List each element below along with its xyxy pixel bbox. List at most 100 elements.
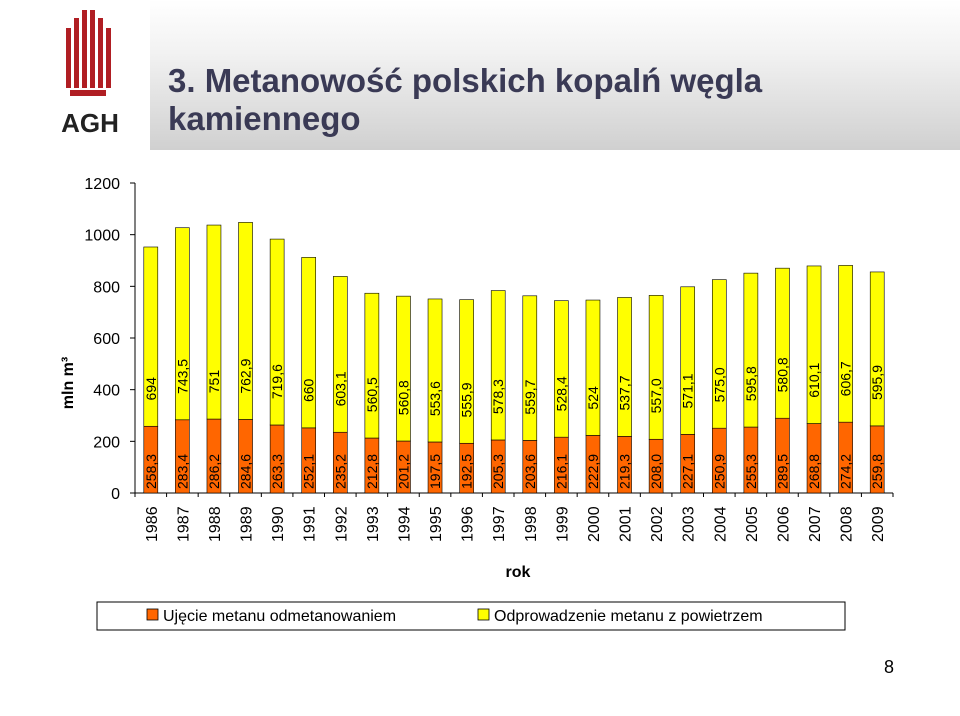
data-label-odmetanowanie: 212,8 bbox=[364, 454, 380, 489]
x-tick-label: 1989 bbox=[239, 506, 256, 542]
bar-segment-powietrze bbox=[806, 265, 822, 424]
bar-segment-powietrze bbox=[238, 222, 253, 420]
data-label-powietrze: 578,3 bbox=[490, 379, 506, 414]
x-tick-label: 1988 bbox=[207, 506, 224, 542]
data-label-odmetanowanie: 205,3 bbox=[490, 454, 506, 489]
data-label-powietrze: 560,5 bbox=[364, 377, 380, 412]
x-tick-label: 2004 bbox=[712, 506, 729, 542]
x-tick-label: 1990 bbox=[270, 506, 287, 542]
data-label-powietrze: 555,9 bbox=[459, 382, 475, 417]
data-label-odmetanowanie: 259,8 bbox=[869, 454, 885, 489]
data-label-powietrze: 743,5 bbox=[174, 359, 190, 394]
data-label-powietrze: 560,8 bbox=[395, 380, 411, 415]
bar-segment-powietrze bbox=[869, 271, 885, 427]
x-tick-label: 2005 bbox=[744, 506, 761, 542]
bar-segment-powietrze bbox=[175, 227, 190, 421]
bar-segment-powietrze bbox=[332, 276, 348, 433]
x-tick-label: 2006 bbox=[775, 506, 792, 542]
data-label-odmetanowanie: 201,2 bbox=[395, 454, 411, 489]
bar-segment-powietrze bbox=[459, 299, 474, 444]
x-tick-label: 1999 bbox=[554, 506, 571, 542]
bar-segment-powietrze bbox=[585, 299, 601, 436]
data-label-powietrze: 553,6 bbox=[427, 381, 443, 416]
x-tick-label: 2002 bbox=[649, 506, 666, 542]
data-label-odmetanowanie: 203,6 bbox=[522, 454, 538, 489]
logo-text: AGH bbox=[61, 108, 119, 138]
header-band bbox=[150, 0, 960, 150]
x-tick-label: 2001 bbox=[618, 506, 635, 542]
data-label-odmetanowanie: 252,1 bbox=[301, 454, 317, 489]
data-label-powietrze: 610,1 bbox=[806, 362, 822, 397]
data-label-odmetanowanie: 268,8 bbox=[806, 454, 822, 489]
x-tick-label: 2003 bbox=[681, 506, 698, 542]
x-tick-label: 1986 bbox=[144, 506, 161, 542]
y-tick-label: 600 bbox=[93, 331, 120, 348]
data-label-odmetanowanie: 255,3 bbox=[743, 454, 759, 489]
agh-logo: AGH bbox=[61, 10, 119, 138]
y-tick-label: 1200 bbox=[84, 176, 120, 193]
bar-segment-powietrze bbox=[269, 238, 285, 426]
stacked-bar-chart: 0 200 400 600 800 1000 1200 mln m³ 258,3 694 1986 2… bbox=[60, 176, 894, 631]
bar-segment-powietrze bbox=[301, 257, 317, 429]
data-label-odmetanowanie: 263,3 bbox=[269, 454, 285, 489]
bar-segment-powietrze bbox=[554, 300, 569, 438]
data-label-odmetanowanie: 192,5 bbox=[459, 454, 475, 489]
data-label-odmetanowanie: 208,0 bbox=[648, 454, 664, 489]
y-tick-label: 200 bbox=[93, 434, 120, 451]
data-label-powietrze: 575,0 bbox=[711, 367, 727, 402]
y-tick-label: 400 bbox=[93, 383, 120, 400]
x-tick-label: 1998 bbox=[523, 506, 540, 542]
legend-label-odmetanowanie: Ujęcie metanu odmetanowaniem bbox=[163, 608, 396, 625]
legend-swatch-powietrze bbox=[477, 608, 490, 621]
x-tick-label: 1996 bbox=[460, 506, 477, 542]
slide-title: 3. Metanowość polskich kopalń węgla kami… bbox=[168, 62, 763, 137]
data-label-odmetanowanie: 235,2 bbox=[332, 454, 348, 489]
data-label-odmetanowanie: 227,1 bbox=[680, 454, 696, 489]
bar-segment-powietrze bbox=[206, 224, 222, 420]
bar-segment-powietrze bbox=[838, 265, 853, 423]
data-label-powietrze: 537,7 bbox=[617, 375, 633, 410]
x-tick-label: 1993 bbox=[365, 506, 382, 542]
bar-segment-powietrze bbox=[143, 246, 159, 427]
data-label-odmetanowanie: 274,2 bbox=[838, 454, 854, 489]
x-tick-label: 1987 bbox=[175, 506, 192, 542]
bar-segment-powietrze bbox=[522, 295, 538, 441]
bar-segment-powietrze bbox=[680, 286, 696, 435]
data-label-odmetanowanie: 286,2 bbox=[206, 454, 222, 489]
bar-segment-powietrze bbox=[775, 267, 790, 419]
x-tick-label: 2009 bbox=[870, 506, 887, 542]
x-tick-label: 2007 bbox=[807, 506, 824, 542]
data-label-odmetanowanie: 250,9 bbox=[711, 454, 727, 489]
data-label-odmetanowanie: 197,5 bbox=[427, 454, 443, 489]
agh-emblem-icon bbox=[66, 10, 111, 96]
data-label-powietrze: 606,7 bbox=[838, 361, 854, 396]
y-axis-label: mln m³ bbox=[60, 357, 77, 409]
bar-segment-powietrze bbox=[743, 272, 759, 428]
data-label-powietrze: 580,8 bbox=[774, 357, 790, 392]
data-label-powietrze: 660 bbox=[301, 378, 317, 402]
data-label-powietrze: 719,6 bbox=[269, 364, 285, 399]
x-axis-label: rok bbox=[506, 564, 531, 581]
data-label-powietrze: 595,9 bbox=[869, 365, 885, 400]
data-label-odmetanowanie: 283,4 bbox=[174, 454, 190, 489]
data-label-powietrze: 762,9 bbox=[238, 358, 254, 393]
bar-segment-powietrze bbox=[396, 295, 411, 442]
x-tick-label: 1997 bbox=[491, 506, 508, 542]
x-tick-label: 1991 bbox=[302, 506, 319, 542]
data-label-powietrze: 603,1 bbox=[332, 371, 348, 406]
data-label-odmetanowanie: 284,6 bbox=[238, 454, 254, 489]
bar-segment-powietrze bbox=[364, 292, 380, 439]
data-label-odmetanowanie: 219,3 bbox=[617, 454, 633, 489]
data-label-powietrze: 751 bbox=[206, 370, 222, 394]
data-label-powietrze: 571,1 bbox=[680, 373, 696, 408]
legend-swatch-odmetanowanie bbox=[146, 608, 159, 621]
x-tick-label: 2000 bbox=[586, 506, 603, 542]
page-number: 8 bbox=[884, 657, 895, 677]
bar-segment-powietrze bbox=[490, 290, 506, 441]
y-tick-label: 800 bbox=[93, 279, 120, 296]
bar-segment-powietrze bbox=[427, 298, 443, 443]
bar-segment-powietrze bbox=[617, 297, 632, 437]
data-label-powietrze: 595,8 bbox=[743, 366, 759, 401]
data-label-powietrze: 559,7 bbox=[522, 379, 538, 414]
data-label-odmetanowanie: 289,5 bbox=[774, 454, 790, 489]
